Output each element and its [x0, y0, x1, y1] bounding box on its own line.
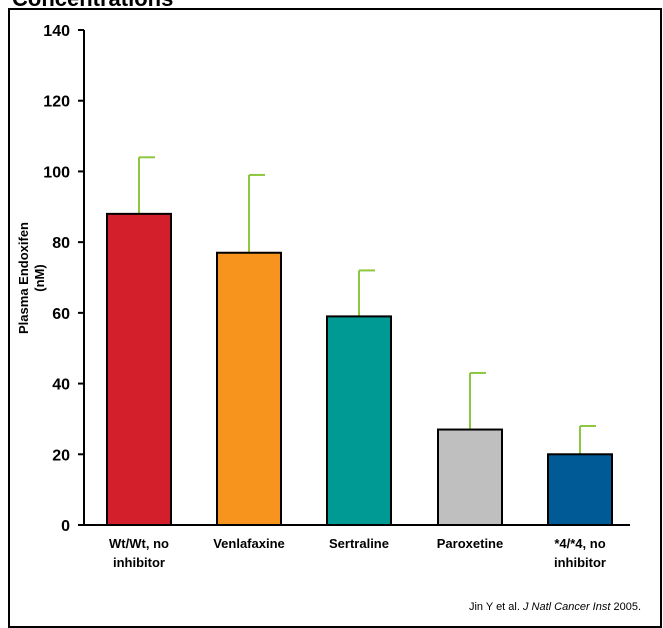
y-tick-label: 100: [43, 164, 70, 181]
citation-year: 2005.: [613, 601, 641, 613]
citation: Jin Y et al. J Natl Cancer Inst 2005.: [469, 601, 641, 613]
y-tick-label: 120: [43, 94, 70, 111]
x-tick-label: Wt/Wt, no: [109, 536, 169, 551]
bar: [216, 251, 282, 526]
y-axis-label-line2: (nM): [32, 264, 47, 291]
citation-authors: Jin Y et al.: [468, 601, 520, 613]
x-tick-label: inhibitor: [554, 555, 606, 570]
bar: [326, 315, 392, 526]
x-tick-label: Paroxetine: [437, 536, 503, 551]
y-tick-label: 20: [52, 447, 70, 464]
bar: [437, 428, 503, 526]
y-tick-label: 140: [43, 23, 70, 40]
x-tick-label: *4/*4, no: [554, 536, 605, 551]
y-tick-label: 60: [52, 306, 70, 323]
clipped-title: Concentrations: [12, 0, 173, 12]
x-tick-label: inhibitor: [113, 555, 165, 570]
x-tick-label: Venlafaxine: [213, 536, 285, 551]
bar: [106, 212, 172, 526]
y-tick-label: 40: [52, 377, 70, 394]
citation-journal: J Natl Cancer Inst: [522, 601, 611, 613]
x-tick-label: Sertraline: [329, 536, 389, 551]
y-tick-label: 80: [52, 235, 70, 252]
y-tick-label: 0: [61, 518, 70, 535]
bar: [547, 453, 613, 526]
y-axis-label-line1: Plasma Endoxifen: [16, 222, 31, 334]
